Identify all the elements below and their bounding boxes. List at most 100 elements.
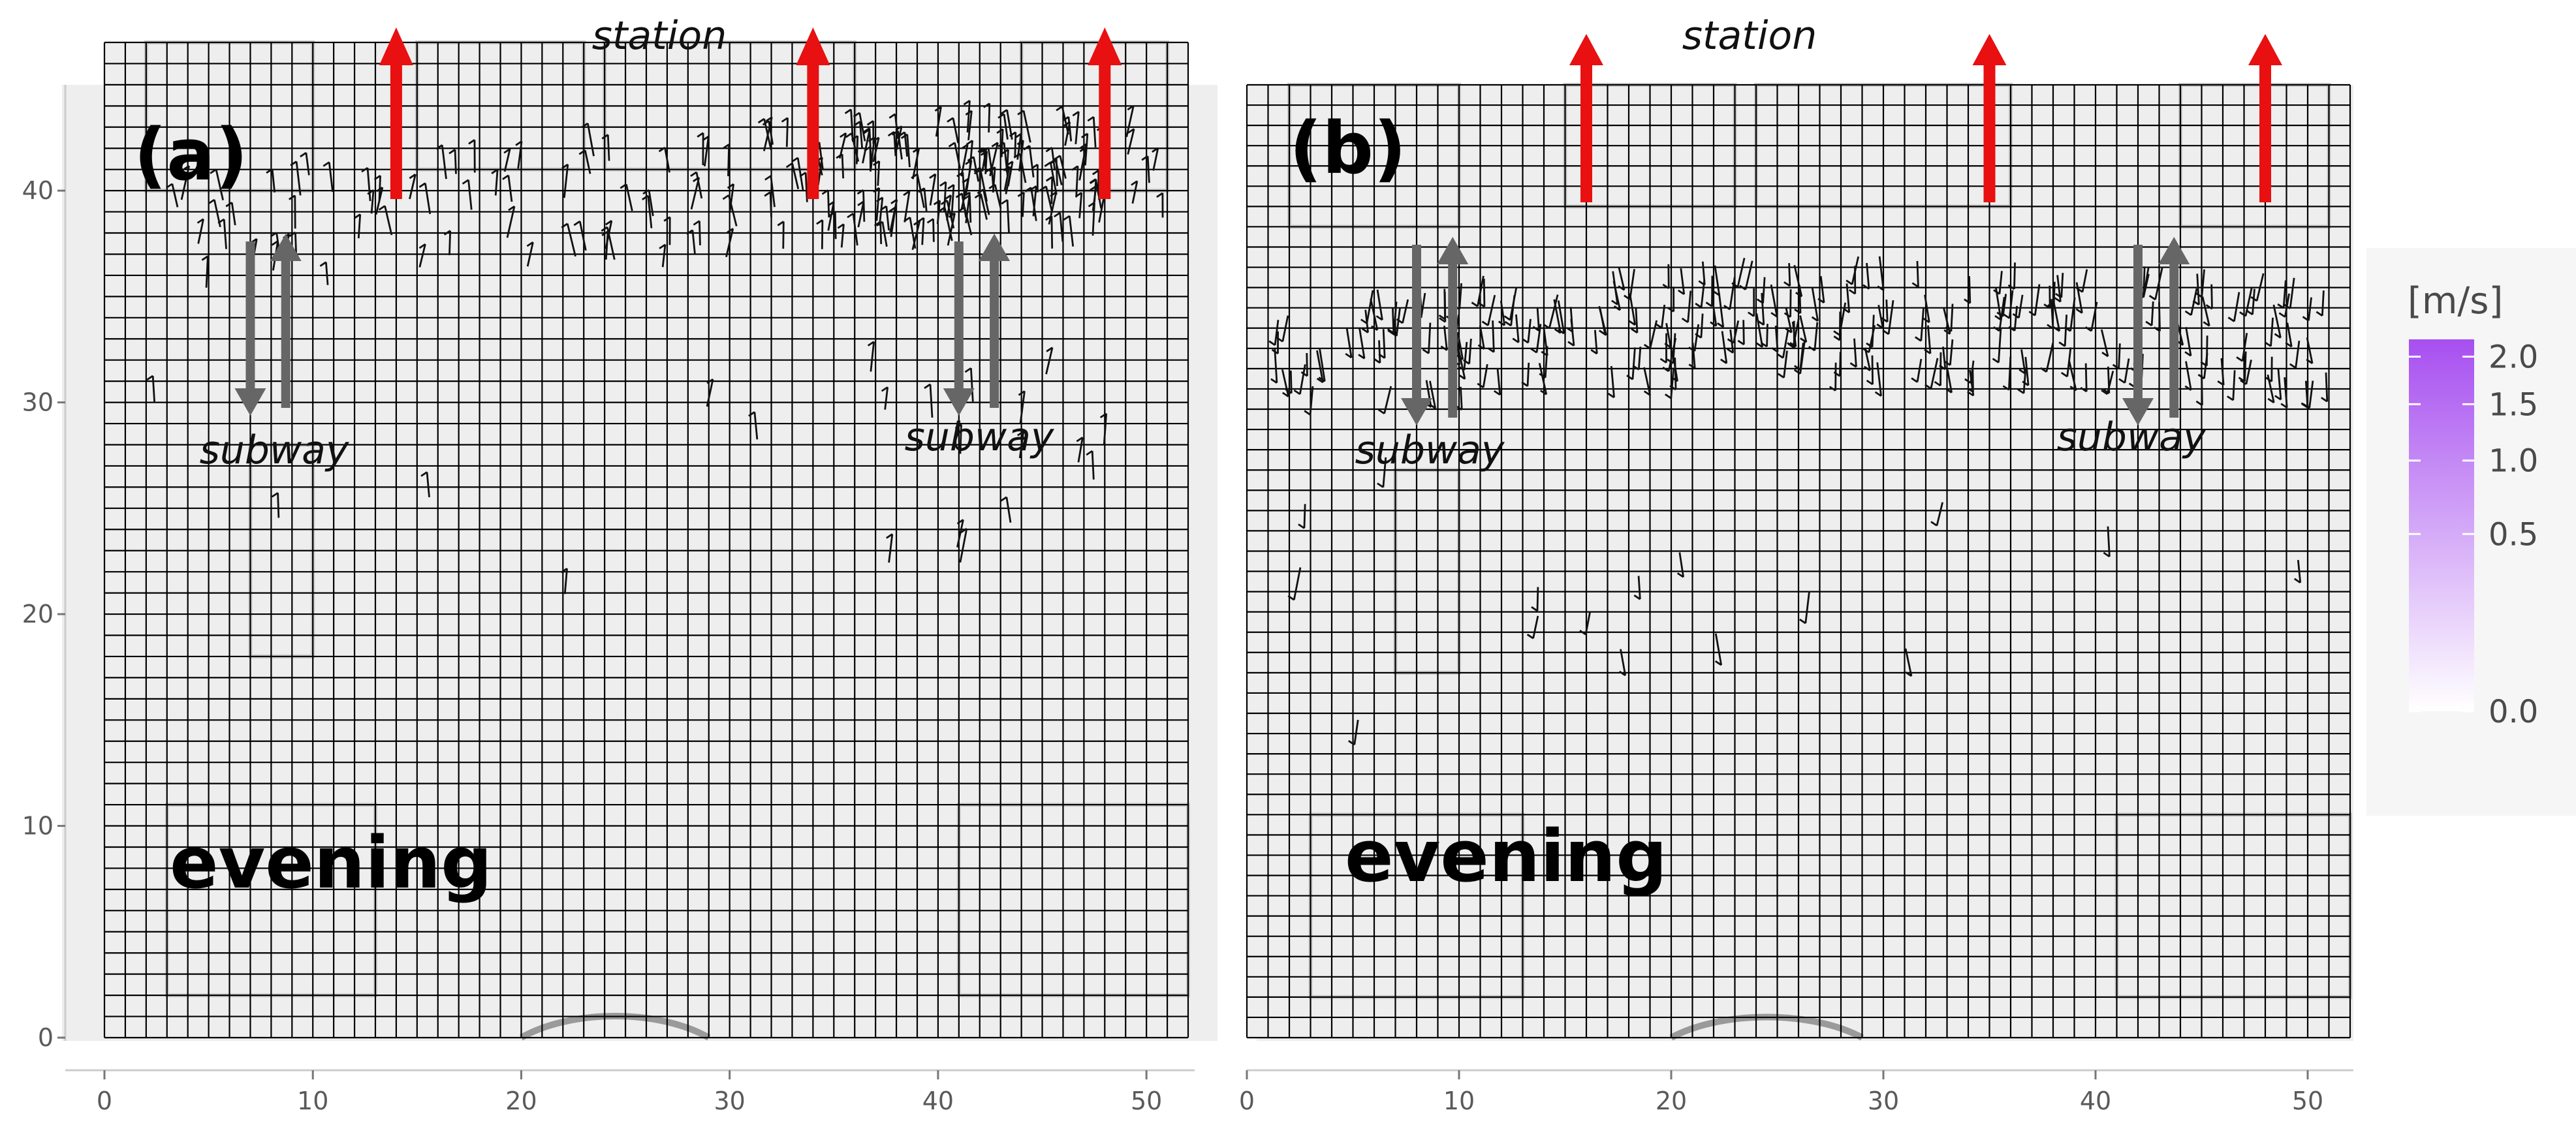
panel-b-grid	[1246, 84, 2351, 1039]
panel-b-axes: 0 10 20 30 40 50	[1239, 1069, 2353, 1115]
flow-vector	[151, 375, 156, 403]
flow-vector-head	[1669, 384, 1676, 391]
flow-vector-head	[1487, 347, 1495, 353]
flow-vector	[1785, 307, 1793, 333]
flow-vector-head	[974, 193, 982, 199]
flow-vector-head	[926, 218, 934, 224]
flow-vector-head	[1152, 147, 1159, 153]
flow-vector-head	[876, 221, 883, 226]
flow-vector-head	[967, 156, 975, 162]
flow-vector-head	[954, 424, 962, 429]
flow-vector	[1637, 347, 1642, 370]
flow-vector-head	[1270, 378, 1278, 384]
flow-vector	[1629, 269, 1635, 300]
flow-vector-head	[837, 223, 845, 229]
flow-vector-head	[917, 217, 924, 223]
flow-vector-head	[1440, 345, 1448, 351]
flow-vector-head	[1737, 339, 1745, 346]
flow-vector-head	[881, 386, 888, 392]
flow-vector-head	[765, 116, 773, 122]
flow-vector	[1584, 611, 1592, 635]
flow-vector-head	[1000, 109, 1008, 115]
flow-vector	[2295, 340, 2301, 368]
flow-vector-head	[868, 136, 875, 142]
flow-vector-head	[727, 228, 734, 234]
flow-vector-head	[791, 157, 798, 162]
flow-vector	[1876, 362, 1882, 396]
flow-vector-head	[1905, 671, 1912, 677]
flow-vector	[1733, 320, 1740, 343]
flow-vector-head	[1127, 104, 1135, 111]
flow-vector	[796, 157, 804, 192]
flow-vector-head	[2265, 377, 2272, 382]
flow-vector-head	[2043, 303, 2050, 309]
flow-vector	[2284, 377, 2288, 408]
flow-vector	[877, 161, 881, 186]
flow-vector	[1667, 337, 1677, 372]
flow-vector	[929, 384, 934, 418]
flow-vector-head	[748, 411, 755, 417]
flow-vector	[1701, 261, 1706, 285]
flow-vector-head	[1924, 384, 1932, 390]
flow-vector-head	[1633, 595, 1641, 600]
flow-vector-head	[706, 378, 714, 384]
flow-vector-head	[1664, 394, 1672, 399]
y-tick-label: 10	[22, 812, 54, 841]
flow-vector	[1103, 413, 1108, 445]
flow-vector-head	[965, 159, 972, 165]
flow-vector-head	[361, 166, 368, 173]
flow-vector	[197, 219, 204, 244]
flow-vector	[494, 169, 499, 196]
flow-vector-head	[1439, 317, 1446, 323]
flow-vector	[1482, 363, 1488, 388]
flow-vector-head	[1024, 187, 1032, 193]
flow-vector-head	[1044, 161, 1052, 167]
flow-vector-head	[2054, 297, 2062, 303]
flow-vector	[1799, 315, 1808, 343]
flow-vector	[566, 223, 576, 257]
flow-vector-head	[2058, 341, 2066, 347]
flow-vector	[1463, 341, 1468, 371]
flow-vector-head	[1045, 215, 1052, 221]
flow-vector	[1018, 431, 1025, 459]
flow-vector	[1028, 146, 1035, 178]
flow-vector-head	[1521, 381, 1528, 387]
flow-vector-head	[1643, 343, 1651, 350]
flow-vector	[507, 175, 513, 202]
flow-vector-head	[2080, 386, 2087, 393]
flow-vector	[979, 167, 988, 202]
flow-vector-head	[1298, 523, 1305, 529]
flow-vector	[1509, 286, 1518, 320]
flow-vector	[1402, 299, 1409, 324]
flow-vector	[1620, 649, 1627, 676]
flow-vector-head	[944, 194, 952, 200]
y-tick-label: 20	[22, 600, 54, 628]
subway-label-right: subway	[905, 414, 1055, 460]
flow-vector	[1878, 256, 1885, 290]
x-tick-label: 50	[1131, 1087, 1162, 1115]
flow-vector-head	[578, 149, 586, 155]
flow-vector-head	[1833, 330, 1840, 336]
flow-vector-head	[1783, 281, 1791, 287]
flow-vector	[1496, 367, 1501, 395]
flow-vector-head	[2240, 379, 2247, 385]
flow-vector-head	[196, 218, 204, 224]
flow-vector	[1916, 260, 1919, 287]
flow-vector	[230, 202, 236, 226]
flow-vector	[1761, 292, 1765, 325]
flow-vector-head	[961, 144, 968, 149]
flow-vector	[921, 217, 925, 245]
flow-vector-head	[1092, 169, 1099, 176]
flow-vector-head	[1268, 340, 1276, 347]
flow-vector-head	[764, 191, 771, 197]
flow-vector-head	[1710, 321, 1717, 327]
flow-vector	[695, 172, 703, 199]
flow-vector-head	[2002, 385, 2010, 391]
flow-vector	[563, 568, 568, 595]
flow-vector-head	[581, 122, 589, 129]
flow-vector	[2107, 526, 2111, 557]
flow-vector	[1428, 322, 1432, 354]
flow-vector-head	[2302, 316, 2310, 322]
flow-vector-head	[762, 120, 770, 126]
flow-vector	[1998, 271, 2003, 294]
